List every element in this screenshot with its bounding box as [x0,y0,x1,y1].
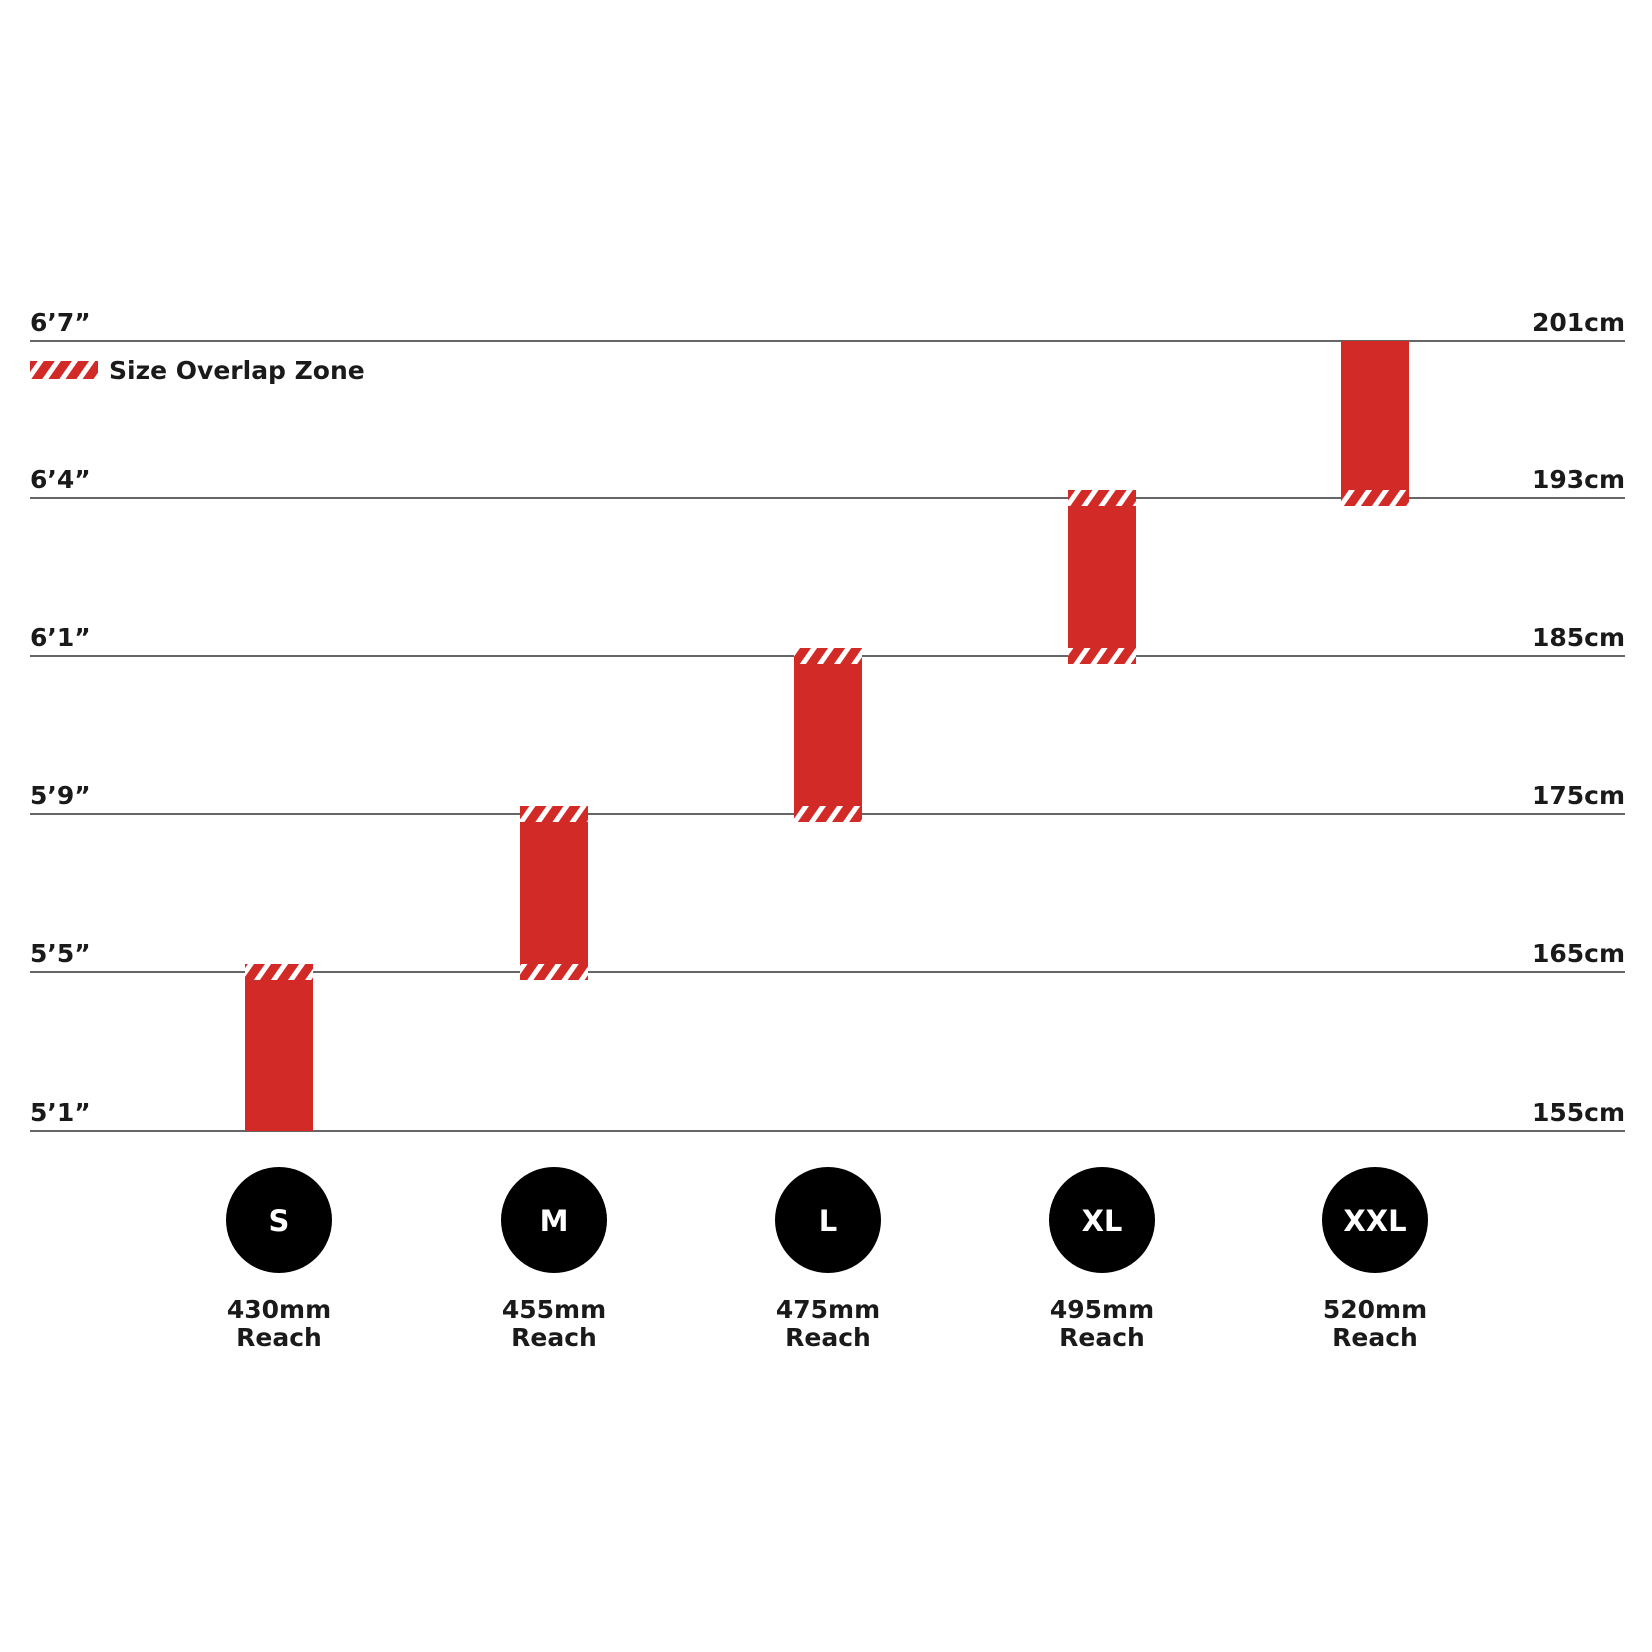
size-label: XXL [1343,1204,1406,1238]
size-label: S [269,1204,290,1238]
size-label: L [819,1204,837,1238]
tick-label-imperial: 5’5” [30,939,91,968]
reach-value: 475mm [776,1295,880,1324]
tick-label-metric: 165cm [1532,939,1625,968]
hatch-swatch-icon [30,361,98,379]
size-range-bar-s [245,964,313,1131]
overlap-zone-bottom [1341,490,1409,506]
overlap-zone-bottom [520,964,588,980]
reach-label: Reach [1059,1323,1145,1352]
size-badge-m [501,1167,607,1273]
reach-label: Reach [236,1323,322,1352]
size-label: XL [1082,1204,1123,1238]
size-range-bar-l [794,648,862,822]
reach-label: Reach [1332,1323,1418,1352]
bars [245,341,1409,1131]
tick-label-imperial: 6’1” [30,623,91,652]
overlap-zone-bottom [1068,648,1136,664]
reach-value: 520mm [1323,1295,1427,1324]
size-badge-xxl [1322,1167,1428,1273]
reach-value: 430mm [227,1295,331,1324]
tick-label-metric: 185cm [1532,623,1625,652]
overlap-zone-top [520,806,588,822]
overlap-zone-top [794,648,862,664]
size-badge-xl [1049,1167,1155,1273]
tick-label-imperial: 5’9” [30,781,91,810]
tick-label-imperial: 5’1” [30,1098,91,1127]
size-label: M [540,1204,569,1238]
reach-value: 495mm [1050,1295,1154,1324]
legend: Size Overlap Zone [30,356,365,385]
size-badge-l [775,1167,881,1273]
reach-label: Reach [785,1323,871,1352]
legend-label: Size Overlap Zone [109,356,365,385]
tick-label-imperial: 6’4” [30,465,91,494]
reach-label: Reach [511,1323,597,1352]
reach-value: 455mm [502,1295,606,1324]
overlap-zone-bottom [794,806,862,822]
size-range-bar-xl [1068,490,1136,664]
size-labels: S430mmReachM455mmReachL475mmReachXL495mm… [226,1167,1428,1352]
tick-label-imperial: 6’7” [30,308,91,337]
size-badge-s [226,1167,332,1273]
size-range-bar-xxl [1341,341,1409,506]
size-range-bar-m [520,806,588,980]
overlap-zone-top [1068,490,1136,506]
tick-label-metric: 201cm [1532,308,1625,337]
tick-label-metric: 175cm [1532,781,1625,810]
tick-label-metric: 155cm [1532,1098,1625,1127]
tick-label-metric: 193cm [1532,465,1625,494]
overlap-zone-top [245,964,313,980]
